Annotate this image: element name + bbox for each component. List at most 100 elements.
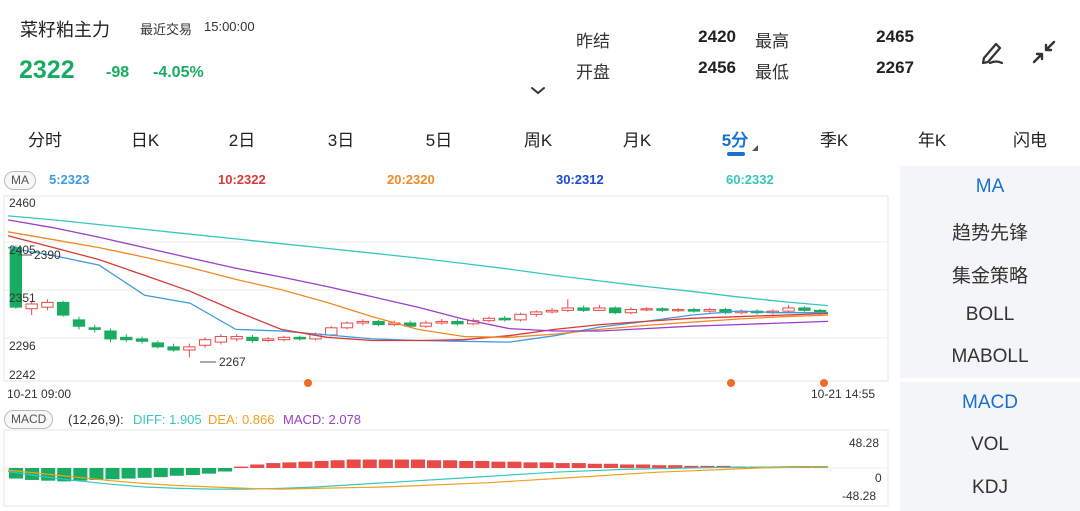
side-item-boll[interactable]: BOLL — [965, 304, 1015, 325]
side-item-maboll[interactable]: MABOLL — [951, 346, 1029, 367]
macd-bar-positive — [507, 461, 522, 468]
side-item-macd[interactable]: MACD — [962, 392, 1018, 413]
active-tab-indicator — [727, 152, 745, 156]
y-tick-2296: 2296 — [9, 339, 36, 353]
high-annotation: 2390 — [34, 248, 61, 262]
high-value: 2465 — [876, 27, 914, 46]
side-item-vol[interactable]: VOL — [970, 434, 1010, 455]
side-item-ma[interactable]: MA — [975, 176, 1005, 197]
macd-bar-positive — [394, 459, 409, 468]
tab-week-k[interactable]: 周K — [523, 131, 553, 150]
macd-bar-negative — [137, 468, 152, 478]
low-label: 最低 — [755, 63, 789, 82]
candle-up — [325, 327, 338, 336]
ma-indicator-tag[interactable]: MA — [4, 171, 36, 190]
candle-up — [530, 311, 543, 315]
macd-bar-positive — [234, 466, 249, 468]
candle-down — [151, 342, 164, 348]
ma20-value: 20:2320 — [387, 172, 435, 187]
low-value: 2267 — [876, 58, 914, 77]
macd-bar-negative — [25, 468, 40, 480]
macd-bar-positive — [475, 460, 490, 468]
candle-up — [782, 307, 795, 312]
pen-draw-icon[interactable] — [976, 36, 1008, 68]
ma60-line — [7, 215, 829, 307]
collapse-arrows-icon[interactable] — [1028, 36, 1060, 68]
candle-down — [656, 308, 669, 311]
side-item-kdj[interactable]: KDJ — [972, 477, 1008, 498]
macd-indicator-tag[interactable]: MACD — [4, 410, 54, 429]
macd-bar-positive — [587, 463, 602, 468]
tab-dropdown-triangle-icon[interactable] — [752, 145, 758, 151]
candle-down — [608, 307, 622, 314]
macd-value: MACD: 2.078 — [283, 412, 362, 427]
candle-down — [104, 330, 117, 340]
macd-bar-negative — [153, 468, 168, 478]
tab-5day[interactable]: 5日 — [425, 131, 453, 150]
x-tick-end: 10-21 14:55 — [811, 387, 876, 401]
macd-bar-negative — [73, 468, 88, 481]
candle-down — [577, 307, 590, 311]
candle-up — [214, 336, 228, 343]
macd-bar-positive — [250, 464, 265, 468]
macd-bar-negative — [185, 468, 200, 476]
tab-year-k[interactable]: 年K — [917, 131, 947, 150]
macd-bar-negative — [121, 468, 136, 479]
macd-bar-positive — [652, 465, 667, 468]
macd-bar-positive — [346, 459, 361, 468]
tab-month-k[interactable]: 月K — [622, 131, 652, 150]
tab-flash[interactable]: 闪电 — [1013, 131, 1047, 150]
macd-tick-top: 48.28 — [849, 436, 880, 450]
candle-down — [403, 322, 417, 327]
event-dot — [820, 379, 828, 387]
macd-bar-positive — [700, 465, 715, 468]
candle-up — [593, 307, 606, 311]
tab-3day[interactable]: 3日 — [327, 131, 355, 150]
kline-chart[interactable] — [0, 166, 895, 511]
candle-down — [120, 336, 133, 341]
x-tick-start: 10-21 09:00 — [7, 387, 72, 401]
tab-5min[interactable]: 5分 — [721, 131, 749, 150]
ma5-line — [7, 246, 828, 343]
macd-bar-positive — [571, 463, 586, 468]
price-panel-frame — [3, 195, 889, 382]
side-panel-divider — [900, 378, 1080, 382]
candle-down — [687, 309, 701, 312]
last-trade-label: 最近交易 — [140, 22, 193, 37]
macd-dea: DEA: 0.866 — [208, 412, 275, 427]
macd-diff: DIFF: 1.905 — [133, 412, 202, 427]
tab-day-k[interactable]: 日K — [130, 131, 160, 150]
prev-settle-label: 昨结 — [576, 32, 610, 51]
macd-bar-negative — [218, 468, 233, 472]
tab-2day[interactable]: 2日 — [228, 131, 256, 150]
tab-season-k[interactable]: 季K — [819, 131, 849, 150]
candle-up — [277, 336, 291, 341]
macd-bar-positive — [636, 464, 651, 468]
macd-bar-positive — [427, 460, 442, 468]
candle-up — [230, 336, 243, 340]
price-change-pct: -4.05% — [153, 64, 204, 81]
macd-tick-zero: 0 — [875, 471, 882, 485]
side-item-gold-strategy[interactable]: 集金策略 — [951, 266, 1028, 287]
candle-down — [372, 320, 385, 326]
ma5-value: 5:2323 — [49, 172, 90, 187]
macd-bar-positive — [378, 459, 393, 468]
macd-bar-positive — [603, 463, 618, 468]
chevron-down-icon[interactable] — [530, 86, 546, 96]
ma60-value: 60:2332 — [726, 172, 774, 187]
candle-up — [624, 309, 638, 314]
macd-bar-negative — [201, 468, 217, 474]
candle-down — [451, 320, 464, 325]
tab-fenshi[interactable]: 分时 — [28, 131, 62, 150]
candle-down — [57, 301, 70, 316]
candle-up — [435, 320, 448, 324]
macd-bar-positive — [684, 465, 699, 468]
candle-down — [9, 247, 23, 308]
macd-params: (12,26,9): — [68, 412, 124, 427]
candle-down — [246, 336, 259, 341]
high-label: 最高 — [755, 32, 789, 51]
candle-up — [183, 346, 196, 351]
candle-up — [262, 338, 275, 341]
side-item-trend-pioneer[interactable]: 趋势先锋 — [951, 223, 1028, 244]
macd-bar-positive — [619, 464, 635, 468]
